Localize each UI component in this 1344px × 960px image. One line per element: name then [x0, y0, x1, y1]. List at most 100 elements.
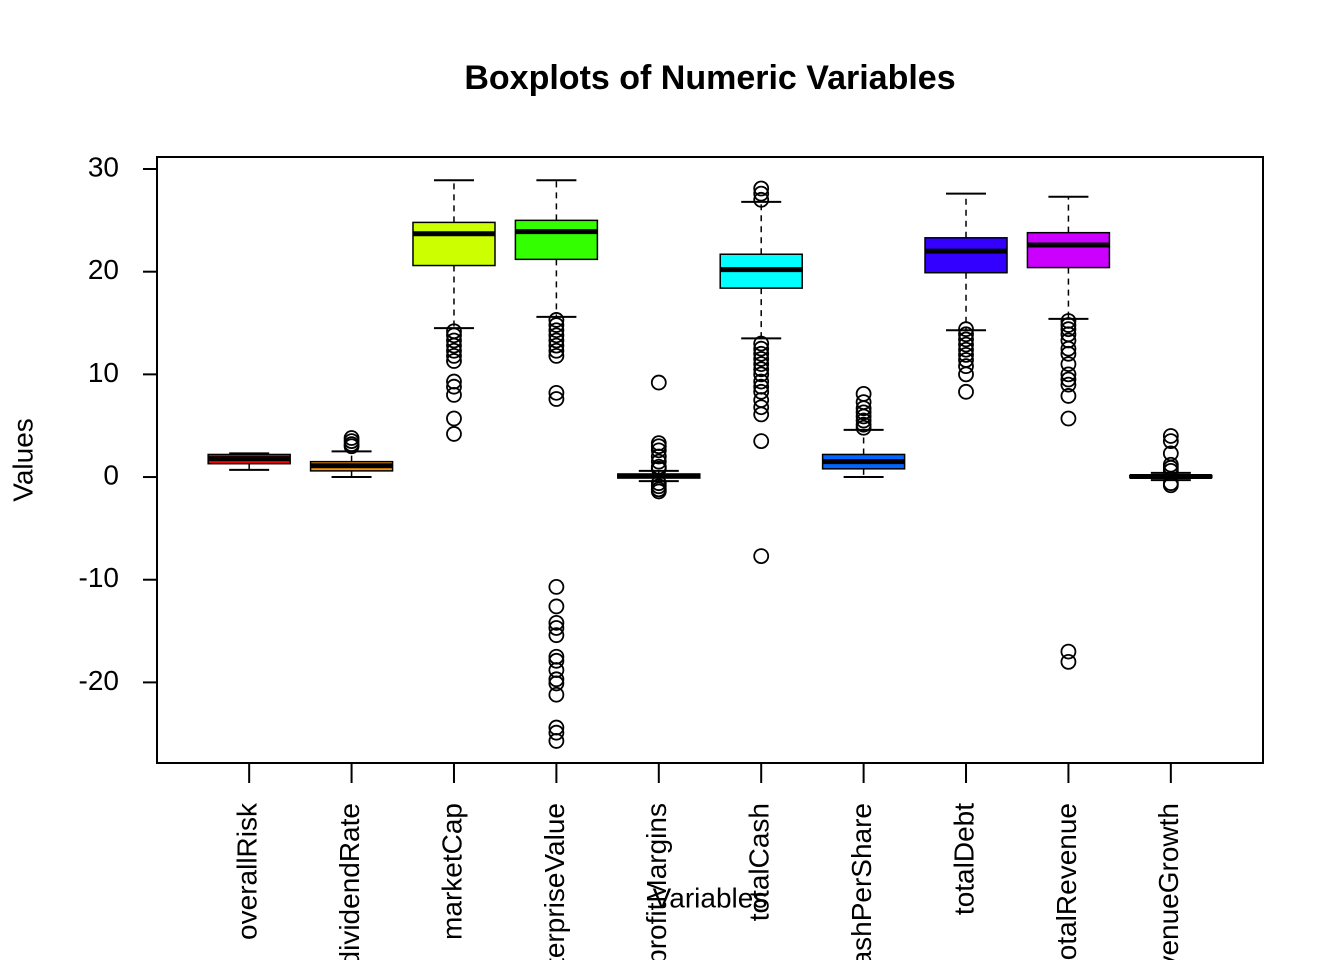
outlier [753, 433, 770, 450]
outlier [446, 347, 462, 364]
x-tick-label: marketCap [436, 803, 467, 940]
outlier [548, 598, 565, 615]
outlier [753, 340, 770, 357]
outlier [958, 336, 974, 353]
outlier [548, 322, 565, 339]
outlier [548, 627, 565, 644]
y-tick-label: -10 [79, 562, 119, 593]
outlier [753, 351, 770, 367]
outlier [958, 321, 974, 338]
outlier [650, 374, 667, 391]
x-tick-label: dividendRate [334, 803, 365, 960]
outlier [446, 337, 462, 354]
box [412, 221, 496, 267]
outlier [753, 185, 770, 202]
outlier [548, 614, 565, 631]
outlier [548, 724, 565, 741]
outlier [548, 686, 565, 703]
outlier [548, 675, 565, 692]
outlier [753, 366, 770, 383]
outlier [855, 385, 872, 402]
x-tick-label: enterpriseValue [539, 803, 570, 960]
outlier [548, 733, 565, 749]
box [924, 237, 1008, 274]
outlier [753, 180, 770, 197]
outlier [650, 483, 667, 500]
outlier [548, 337, 565, 354]
x-tick-label: totalCash [744, 803, 775, 921]
chart-title: Boxplots of Numeric Variables [464, 59, 955, 97]
y-axis-title: Values [7, 418, 38, 502]
outlier [1060, 345, 1077, 362]
outlier [446, 327, 462, 344]
outlier [855, 416, 872, 433]
box [1026, 231, 1111, 269]
outlier [1162, 428, 1179, 444]
outlier [1060, 340, 1077, 357]
outlier [548, 312, 565, 328]
outlier [548, 384, 565, 401]
outlier [548, 327, 565, 344]
x-axis-title: Variables [653, 882, 768, 913]
y-tick-label: 20 [88, 254, 119, 285]
outlier [1060, 643, 1077, 660]
outlier [855, 394, 872, 410]
outlier [958, 358, 974, 375]
outlier [446, 426, 462, 442]
outlier [548, 391, 565, 407]
outlier [1060, 410, 1077, 427]
box [514, 219, 599, 261]
y-tick-label: -20 [79, 665, 119, 696]
x-tick-label: profitMargins [641, 803, 672, 960]
outlier [548, 671, 565, 688]
outlier [958, 331, 974, 348]
outlier [1060, 388, 1077, 404]
outlier [446, 332, 462, 349]
outlier [650, 448, 667, 465]
outlier [446, 378, 462, 395]
outlier [650, 453, 667, 470]
outlier [753, 335, 770, 352]
outlier [548, 652, 565, 669]
outlier [650, 438, 667, 455]
x-tick-label: totalCashPerShare [846, 803, 877, 960]
outlier [548, 317, 565, 333]
outlier [753, 361, 770, 378]
x-tick-label: totalRevenue [1051, 803, 1082, 960]
outlier [855, 412, 872, 429]
outlier [1060, 366, 1077, 383]
outlier [753, 548, 770, 565]
outlier [548, 332, 565, 349]
outlier [548, 342, 565, 359]
outlier [446, 353, 462, 369]
outlier [753, 383, 770, 400]
outlier [1162, 433, 1179, 450]
outlier [753, 345, 770, 362]
outlier [753, 356, 770, 372]
outlier [958, 383, 974, 400]
y-tick-label: 30 [88, 151, 119, 182]
outlier [446, 342, 462, 359]
outlier [958, 366, 974, 383]
outlier [753, 191, 770, 208]
outlier [958, 341, 974, 358]
outlier [650, 442, 667, 459]
outlier [343, 430, 360, 446]
outlier [753, 399, 770, 416]
outlier [855, 404, 872, 421]
outlier [753, 373, 770, 390]
plot-frame [156, 156, 1264, 764]
y-tick-label: 10 [88, 357, 119, 388]
outlier [446, 410, 462, 427]
x-tick-label: overallRisk [232, 802, 263, 940]
outlier [958, 326, 974, 343]
outlier [1060, 321, 1077, 338]
outlier [548, 347, 565, 364]
y-tick-label: 0 [103, 459, 119, 490]
outlier [1060, 317, 1077, 333]
outlier [548, 620, 565, 636]
x-tick-label: totalDebt [948, 803, 979, 915]
x-tick-label: revenueGrowth [1153, 803, 1184, 960]
outlier [1060, 376, 1077, 393]
